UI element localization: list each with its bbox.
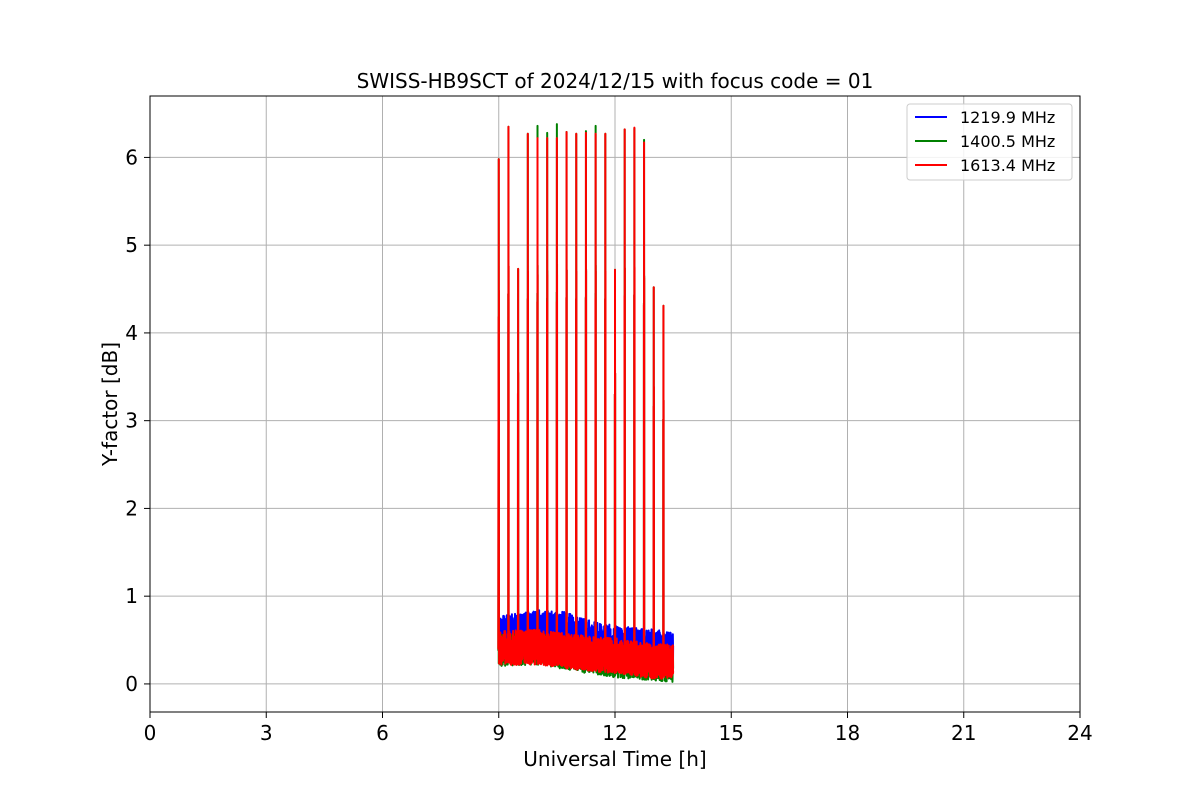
legend: 1219.9 MHz 1400.5 MHz 1613.4 MHz bbox=[906, 103, 1073, 181]
x-tick-label: 12 bbox=[602, 721, 627, 745]
x-axis-label: Universal Time [h] bbox=[523, 747, 706, 771]
y-tick-label: 1 bbox=[125, 584, 138, 608]
series-line-3 bbox=[497, 125, 675, 680]
y-axis-ticks: 0 1 2 3 4 5 6 bbox=[125, 145, 150, 696]
y-tick-label: 4 bbox=[125, 321, 138, 345]
x-tick-label: 24 bbox=[1067, 721, 1092, 745]
y-tick-label: 3 bbox=[125, 409, 138, 433]
x-tick-label: 21 bbox=[951, 721, 976, 745]
y-tick-label: 5 bbox=[125, 233, 138, 257]
x-axis-ticks: 0 3 6 9 12 15 18 21 24 bbox=[144, 712, 1093, 745]
legend-entry-label: 1613.4 MHz bbox=[960, 156, 1055, 175]
x-tick-label: 18 bbox=[835, 721, 860, 745]
y-tick-label: 0 bbox=[125, 672, 138, 696]
y-tick-label: 2 bbox=[125, 496, 138, 520]
y-tick-label: 6 bbox=[125, 145, 138, 169]
legend-entries: 1219.9 MHz 1400.5 MHz 1613.4 MHz bbox=[915, 108, 1055, 175]
x-tick-label: 6 bbox=[376, 721, 389, 745]
x-tick-label: 3 bbox=[260, 721, 273, 745]
legend-entry-label: 1219.9 MHz bbox=[960, 108, 1055, 127]
legend-entry-label: 1400.5 MHz bbox=[960, 132, 1055, 151]
legend-box bbox=[906, 103, 1073, 181]
x-tick-label: 0 bbox=[144, 721, 157, 745]
series-layer bbox=[497, 123, 675, 683]
x-tick-label: 9 bbox=[492, 721, 505, 745]
chart-title: SWISS-HB9SCT of 2024/12/15 with focus co… bbox=[357, 69, 874, 93]
y-axis-label: Y-factor [dB] bbox=[98, 342, 122, 467]
x-tick-label: 15 bbox=[719, 721, 744, 745]
